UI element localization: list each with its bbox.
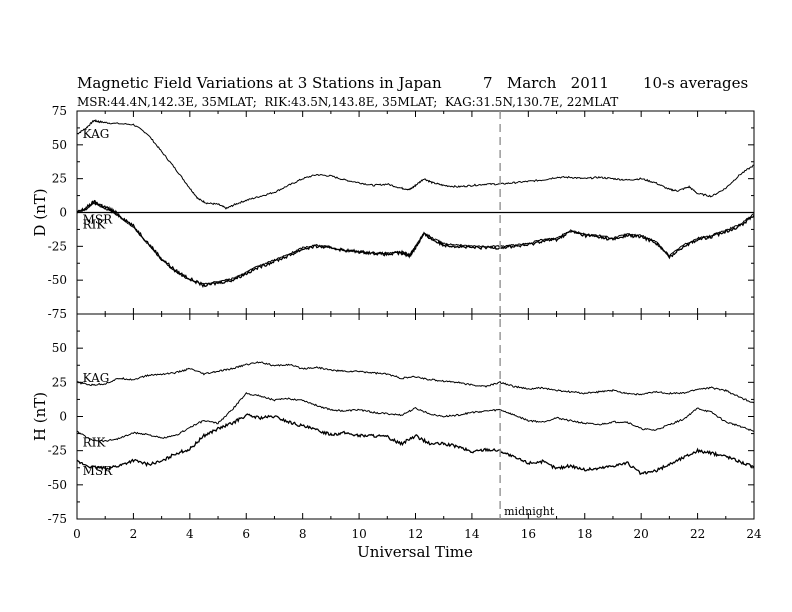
d-label-kag: KAG (83, 127, 110, 141)
h-ytick-label--25: -25 (48, 444, 67, 458)
xtick-label-10: 10 (351, 527, 366, 541)
h-ytick-label-50: 50 (52, 341, 67, 355)
d-ytick-label--75: -75 (48, 307, 67, 321)
h-ytick-label--75: -75 (48, 512, 67, 526)
d-ytick-label--50: -50 (48, 273, 67, 287)
midnight-annotation: midnight (504, 505, 555, 518)
d-ytick-label-75: 75 (52, 104, 67, 118)
h-label-msr: MSR (83, 464, 114, 478)
xtick-label-6: 6 (242, 527, 250, 541)
x-axis-label: Universal Time (357, 543, 473, 561)
d-series-kag (76, 118, 755, 210)
xtick-label-8: 8 (299, 527, 307, 541)
d-label-rik: RIK (83, 218, 107, 232)
h-ytick-label--50: -50 (48, 478, 67, 492)
xtick-label-14: 14 (464, 527, 480, 541)
d-y-axis-label: D (nT) (31, 188, 49, 236)
h-label-kag: KAG (83, 371, 110, 385)
d-ytick-label--25: -25 (48, 239, 67, 253)
h-panel: 50 25 0 -25 -50 -75 H (nT) KAG RIK MSR (31, 314, 755, 526)
xtick-label-4: 4 (186, 527, 194, 541)
xtick-label-18: 18 (577, 527, 592, 541)
xtick-label-12: 12 (408, 527, 423, 541)
chart-averaging: 10-s averages (643, 74, 748, 92)
h-y-axis-label: H (nT) (31, 392, 49, 441)
chart-date: 7 March 2011 (483, 74, 609, 92)
chart-title: Magnetic Field Variations at 3 Stations … (77, 74, 442, 92)
xtick-label-22: 22 (690, 527, 705, 541)
xtick-label-0: 0 (73, 527, 81, 541)
d-label-msr: MSR (83, 212, 114, 226)
h-panel-frame (76, 313, 755, 520)
h-label-rik: RIK (83, 435, 107, 449)
xtick-label-20: 20 (634, 527, 649, 541)
h-series-kag (76, 361, 755, 404)
station-coordinates: MSR:44.4N,142.3E, 35MLAT; RIK:43.5N,143.… (77, 95, 618, 109)
xtick-label-2: 2 (130, 527, 138, 541)
h-series-msr (76, 413, 755, 476)
xtick-label-16: 16 (521, 527, 536, 541)
d-ytick-label-0: 0 (59, 206, 67, 220)
d-ytick-label-50: 50 (52, 138, 67, 152)
d-series-msr (76, 199, 755, 289)
h-series-rik (76, 392, 755, 443)
d-ytick-label-25: 25 (52, 172, 67, 186)
d-series-rik (76, 201, 755, 285)
xtick-label-24: 24 (746, 527, 762, 541)
h-ytick-label-25: 25 (52, 375, 67, 389)
h-ytick-label-0: 0 (59, 410, 67, 424)
